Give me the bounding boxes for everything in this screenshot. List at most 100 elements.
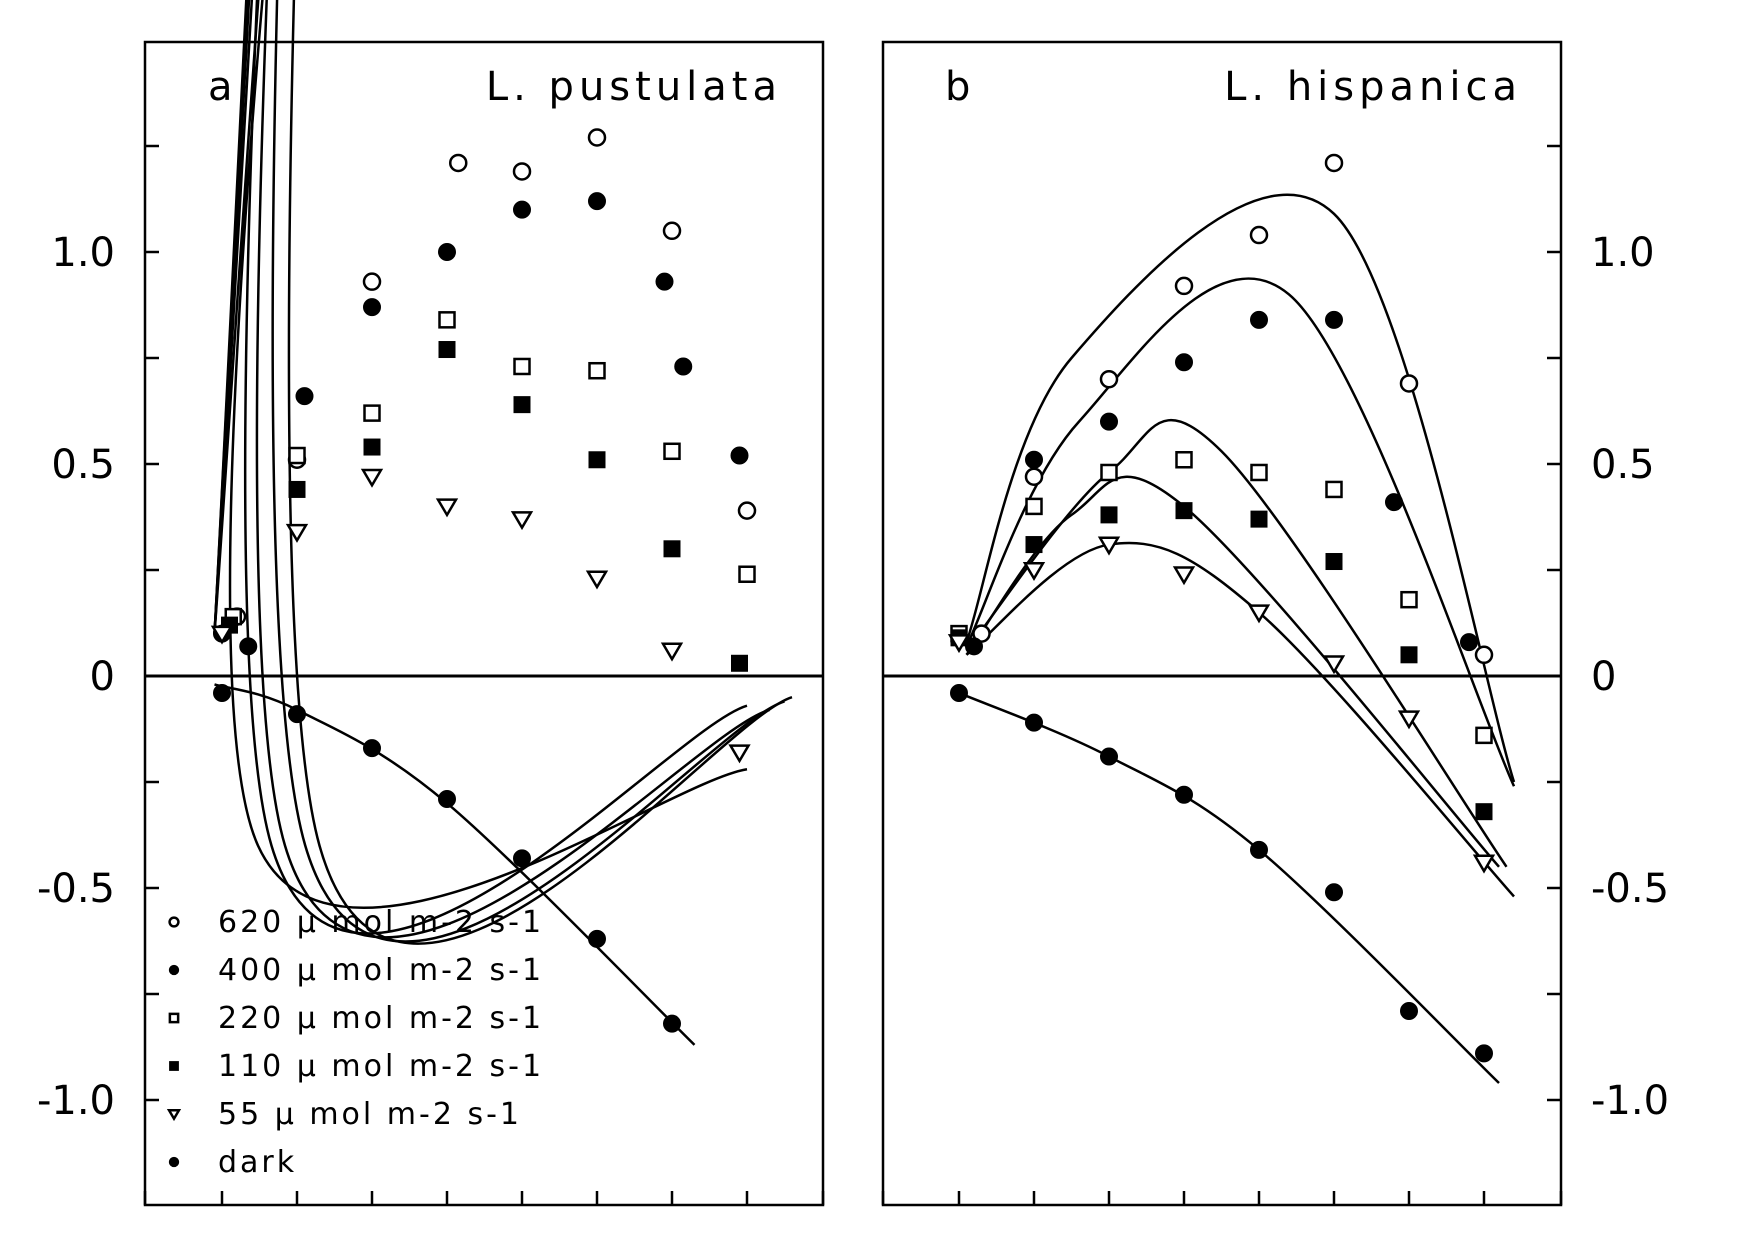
panel-a: a L. pustulata -1.0 -0.5 0 0.5 1.0 620 μ mol…: [37, 0, 825, 1207]
y-tick-label: -1.0: [1591, 1078, 1669, 1124]
data-point: [1249, 225, 1269, 245]
data-point: [438, 341, 456, 359]
panel-b-markers: [947, 153, 1496, 1063]
data-point: [737, 501, 757, 520]
data-point: [1247, 604, 1271, 624]
data-point: [588, 192, 606, 211]
data-point: [731, 654, 748, 672]
data-point: [288, 705, 306, 724]
panel-a-y-axis: -1.0 -0.5 0 0.5 1.0: [37, 144, 823, 1124]
panel-a-markers: [210, 128, 757, 1033]
y-tick-label: -0.5: [37, 866, 115, 912]
data-point: [1174, 276, 1194, 296]
data-point: [1022, 562, 1046, 582]
panel-a-letter: a: [208, 64, 233, 110]
data-point: [1099, 369, 1119, 389]
data-point: [1472, 854, 1496, 874]
data-point: [363, 739, 381, 758]
panel-a-title: L. pustulata: [486, 64, 782, 110]
data-point: [1250, 463, 1268, 482]
data-point: [513, 396, 531, 414]
data-point: [510, 511, 534, 531]
data-point: [438, 789, 456, 808]
legend-marker: [168, 916, 180, 928]
y-tick-label: 0: [1591, 654, 1616, 700]
data-point: [1397, 710, 1421, 730]
series-curve-0: [965, 193, 1516, 783]
data-point: [363, 404, 381, 422]
data-point: [1172, 566, 1196, 586]
data-point: [513, 849, 531, 868]
data-point: [1475, 803, 1493, 821]
data-point: [513, 200, 531, 219]
data-point: [1325, 883, 1343, 902]
data-point: [588, 361, 606, 380]
data-point: [213, 683, 231, 702]
legend-marker: [168, 964, 180, 976]
data-point: [1460, 633, 1478, 652]
legend-label: dark: [218, 1145, 297, 1180]
data-point: [512, 162, 532, 181]
y-tick-label: 0.5: [1591, 442, 1655, 488]
series-curve-5: [958, 691, 1500, 1084]
panel-a-frame: [143, 40, 825, 1207]
y-tick-label: 0.5: [51, 442, 115, 488]
data-point: [1100, 463, 1118, 482]
panel-b-x-axis: [881, 1191, 1563, 1205]
data-point: [947, 634, 971, 654]
data-point: [585, 570, 609, 590]
panel-b-title: L. hispanica: [1224, 64, 1522, 110]
data-point: [660, 642, 684, 662]
legend-marker: [169, 1061, 179, 1071]
panel-a-curves: [213, 0, 793, 1046]
data-point: [663, 540, 681, 558]
series-curve-5: [214, 683, 696, 1046]
data-point: [950, 683, 968, 702]
data-point: [363, 438, 381, 456]
data-point: [435, 498, 459, 518]
y-tick-label: -1.0: [37, 1078, 115, 1124]
y-tick-label: 1.0: [1591, 230, 1655, 276]
data-point: [1400, 590, 1418, 609]
data-point: [513, 357, 531, 376]
data-point: [363, 298, 381, 317]
data-point: [1250, 310, 1268, 329]
data-point: [1025, 450, 1043, 469]
legend-label: 220 μ mol m-2 s-1: [218, 1001, 544, 1036]
data-point: [1100, 506, 1118, 524]
series-curve-3: [213, 0, 748, 935]
data-point: [1250, 510, 1268, 528]
panel-b-y-axis: -1.0 -0.5 0 0.5 1.0: [883, 144, 1669, 1124]
data-point: [663, 442, 681, 461]
series-curve-2: [213, 0, 770, 939]
data-point: [587, 128, 607, 147]
series-curve-4: [213, 0, 748, 910]
data-point: [1400, 646, 1418, 664]
panel-b-letter: b: [945, 64, 970, 110]
data-point: [1175, 502, 1193, 520]
data-point: [1175, 353, 1193, 372]
legend: 620 μ mol m-2 s-1 400 μ mol m-2 s-1 220 μ …: [166, 905, 544, 1180]
data-point: [1400, 1001, 1418, 1020]
y-tick-label: 1.0: [51, 230, 115, 276]
data-point: [1175, 785, 1193, 804]
data-point: [663, 1014, 681, 1033]
data-point: [285, 523, 309, 543]
data-point: [288, 480, 306, 498]
data-point: [239, 637, 258, 656]
data-point: [730, 446, 749, 465]
series-curve-0: [213, 0, 793, 945]
y-tick-label: 0: [90, 654, 115, 700]
data-point: [1474, 645, 1494, 665]
data-point: [1325, 480, 1343, 499]
panel-b-curves: [958, 193, 1516, 1084]
data-point: [438, 311, 456, 329]
data-point: [1324, 153, 1344, 173]
data-point: [1025, 713, 1043, 732]
series-curve-3: [965, 475, 1500, 868]
data-point: [1025, 497, 1043, 516]
data-point: [1175, 451, 1193, 469]
data-point: [362, 272, 382, 291]
data-point: [1250, 840, 1268, 859]
data-point: [1475, 726, 1493, 745]
